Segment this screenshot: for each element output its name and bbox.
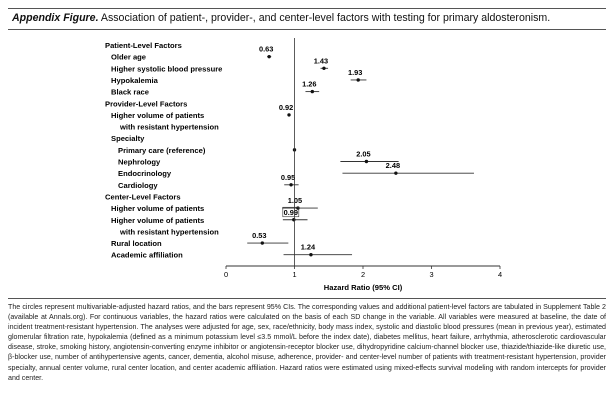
forest-plot: Patient-Level Factors Older age 0.63 Higher… [105, 38, 502, 292]
row-label: with resistant hypertension [119, 227, 219, 236]
hazard-ratio-label: 1.26 [302, 80, 316, 89]
x-tick-label: 1 [292, 270, 296, 279]
section-header: Provider-Level Factors [105, 99, 187, 108]
hazard-ratio-point [364, 159, 369, 164]
figure-title-prefix: Appendix Figure. [12, 12, 99, 24]
row-label: Higher volume of patients [111, 111, 204, 120]
section-header: Patient-Level Factors [105, 41, 182, 50]
figure-caption: The circles represent multivariable-adju… [8, 298, 606, 383]
hazard-ratio-point [322, 66, 326, 70]
row-label: Specialty [111, 134, 145, 143]
hazard-ratio-label: 1.05 [288, 196, 302, 205]
hazard-ratio-label: 0.95 [281, 173, 295, 182]
hazard-ratio-label: 2.48 [386, 161, 400, 170]
row-label: Primary care (reference) [118, 146, 206, 155]
x-axis-title: Hazard Ratio (95% CI) [324, 283, 403, 292]
hazard-ratio-point [356, 78, 360, 82]
hazard-ratio-point [394, 171, 398, 175]
x-tick-label: 4 [498, 270, 502, 279]
row-label: Hypokalemia [111, 76, 159, 85]
row-label: Nephrology [118, 158, 161, 167]
row-label: with resistant hypertension [119, 123, 219, 132]
figure-title-text: Association of patient-, provider-, and … [98, 12, 551, 24]
row-label: Black race [111, 88, 149, 97]
hazard-ratio-label: 1.93 [348, 68, 362, 77]
section-header: Center-Level Factors [105, 192, 181, 201]
hazard-ratio-point [292, 218, 296, 222]
hazard-ratio-label: 0.63 [259, 45, 273, 54]
row-label: Older age [111, 53, 146, 62]
hazard-ratio-label: 0.92 [279, 103, 293, 112]
figure-title-bar: Appendix Figure. Association of patient-… [8, 8, 606, 30]
hazard-ratio-point [289, 183, 293, 187]
x-tick-label: 2 [361, 270, 365, 279]
hazard-ratio-point [310, 89, 315, 94]
row-label: Endocrinology [118, 169, 172, 178]
row-label: Higher systolic blood pressure [111, 64, 222, 73]
hazard-ratio-label: 1.24 [301, 243, 316, 252]
hazard-ratio-point [260, 241, 265, 245]
row-label: Academic affiliation [111, 251, 183, 260]
hazard-ratio-label: 0.99 [284, 208, 298, 217]
row-label: Higher volume of patients [111, 204, 204, 213]
hazard-ratio-label: 0.53 [252, 231, 266, 240]
hazard-ratio-point [287, 113, 291, 117]
label-box [282, 206, 300, 218]
hazard-ratio-point [309, 253, 313, 257]
x-tick-label: 3 [429, 270, 433, 279]
row-label: Rural location [111, 239, 162, 248]
hazard-ratio-label: 1.43 [314, 56, 328, 65]
row-label: Cardiology [118, 181, 158, 190]
row-label: Higher volume of patients [111, 216, 204, 225]
figure-title: Appendix Figure. Association of patient-… [12, 12, 550, 24]
hazard-ratio-point [267, 54, 271, 59]
x-tick-label: 0 [224, 270, 228, 279]
hazard-ratio-label: 2.05 [356, 150, 370, 159]
